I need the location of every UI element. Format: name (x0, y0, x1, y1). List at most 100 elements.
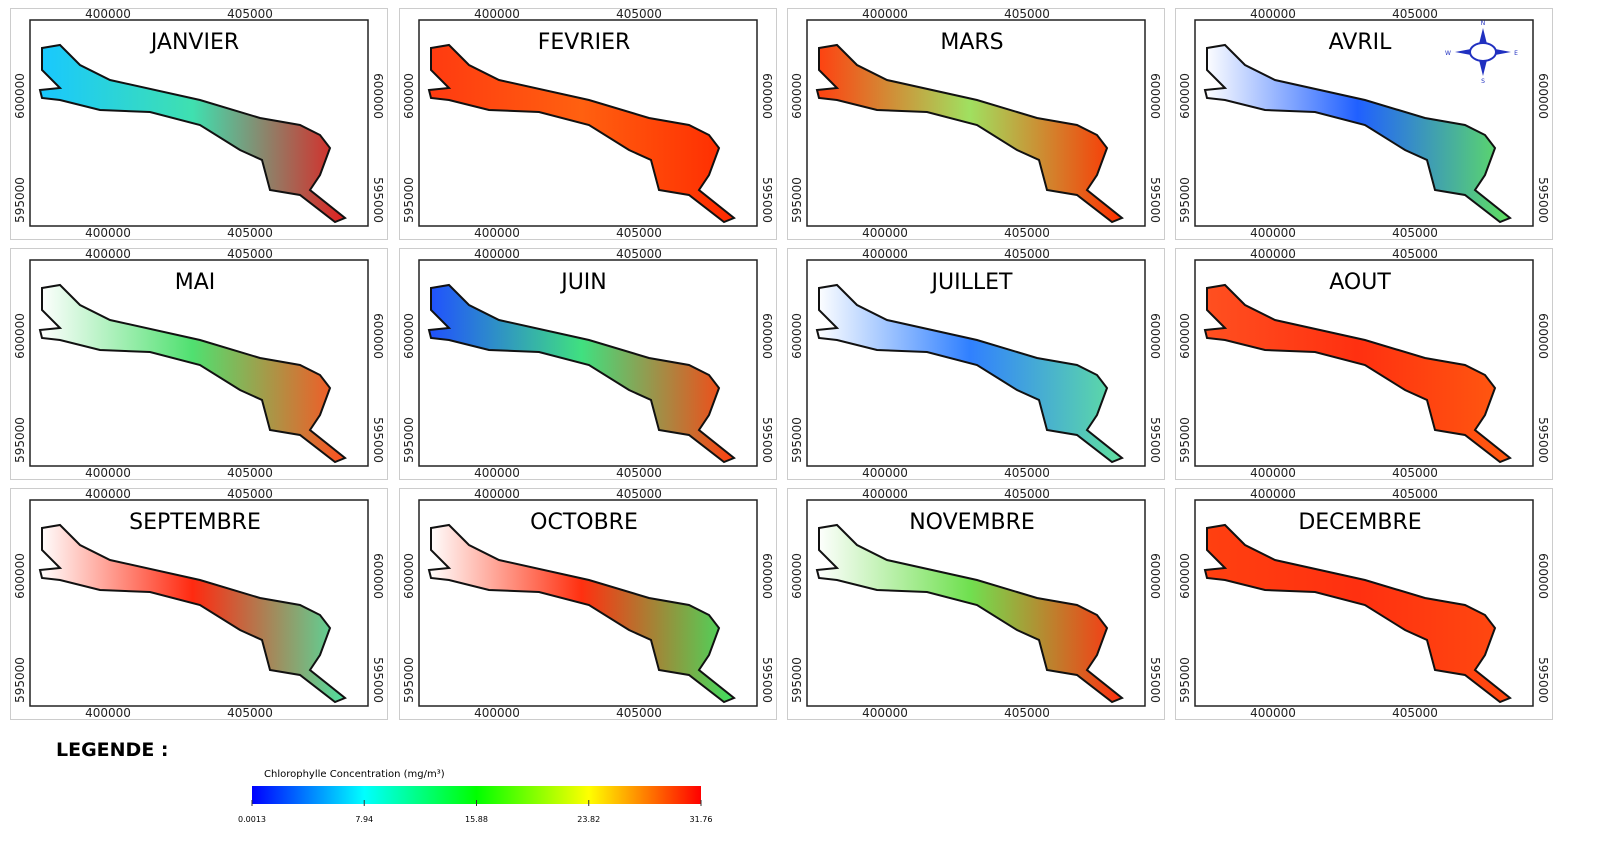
x-tick-label: 405000 (1392, 247, 1438, 261)
estuary (38, 283, 347, 464)
x-tick-label: 405000 (227, 706, 273, 720)
x-tick-label: 405000 (227, 7, 273, 21)
x-tick-label: 405000 (1392, 706, 1438, 720)
map-panel: JUILLET 400000 400000 405000 405000 600000 600… (787, 247, 1165, 480)
y-tick-label: 595000 (790, 177, 804, 223)
map-frame (1194, 259, 1534, 467)
legend-title: Chlorophylle Concentration (mg/m³) (264, 769, 445, 780)
y-tick-label: 600000 (371, 553, 385, 599)
map-frame (1194, 19, 1534, 227)
map-panel: FEVRIER 400000 400000 405000 405000 600000 600… (399, 7, 777, 240)
y-tick-label: 595000 (760, 177, 774, 223)
panel-title: SEPTEMBRE (129, 510, 261, 535)
x-tick-label: 405000 (227, 247, 273, 261)
map-frame (806, 259, 1146, 467)
x-tick-label: 400000 (474, 7, 520, 21)
panel-title: JANVIER (149, 30, 239, 55)
x-tick-label: 405000 (616, 487, 662, 501)
y-tick-label: 595000 (402, 177, 416, 223)
x-tick-label: 405000 (616, 247, 662, 261)
compass-letter: W (1445, 50, 1451, 57)
x-tick-label: 405000 (1392, 226, 1438, 240)
x-tick-label: 405000 (227, 466, 273, 480)
y-tick-label: 600000 (790, 73, 804, 119)
estuary (1203, 283, 1512, 464)
compass: N S E W (1445, 20, 1518, 85)
x-tick-label: 400000 (862, 226, 908, 240)
x-tick-label: 405000 (1392, 466, 1438, 480)
colorbar (252, 786, 701, 804)
x-tick-label: 405000 (616, 226, 662, 240)
x-tick-label: 400000 (862, 247, 908, 261)
x-tick-label: 400000 (474, 706, 520, 720)
x-tick-label: 405000 (616, 7, 662, 21)
x-tick-label: 405000 (1004, 247, 1050, 261)
estuary (427, 523, 736, 704)
y-tick-label: 595000 (1178, 177, 1192, 223)
panel-title: AOUT (1329, 270, 1391, 295)
x-tick-label: 400000 (1250, 487, 1296, 501)
panel-title: MARS (940, 30, 1003, 55)
estuary (38, 43, 347, 224)
map-frame (418, 19, 758, 227)
y-tick-label: 600000 (1148, 73, 1162, 119)
panel-title: MAI (175, 270, 216, 295)
map-frame (1194, 499, 1534, 707)
legend-heading: LEGENDE : (56, 739, 169, 761)
x-tick-label: 400000 (474, 247, 520, 261)
x-tick-label: 400000 (85, 487, 131, 501)
y-tick-label: 595000 (1178, 417, 1192, 463)
panel-title: FEVRIER (538, 30, 631, 55)
map-panel: JUIN 400000 400000 405000 405000 600000 600000… (399, 247, 777, 480)
x-tick-label: 405000 (1392, 7, 1438, 21)
y-tick-label: 600000 (1178, 313, 1192, 359)
y-tick-label: 600000 (402, 73, 416, 119)
compass-letter: S (1481, 78, 1485, 85)
y-tick-label: 600000 (13, 553, 27, 599)
y-tick-label: 595000 (790, 417, 804, 463)
compass-letter: E (1514, 50, 1518, 57)
y-tick-label: 595000 (13, 417, 27, 463)
y-tick-label: 600000 (1148, 553, 1162, 599)
x-tick-label: 400000 (474, 226, 520, 240)
y-tick-label: 600000 (1536, 73, 1550, 119)
panel-title: OCTOBRE (530, 510, 638, 535)
estuary (1203, 43, 1512, 224)
compass-arrows (1455, 28, 1511, 76)
y-tick-label: 595000 (1178, 657, 1192, 703)
y-tick-label: 595000 (371, 417, 385, 463)
x-tick-label: 400000 (85, 466, 131, 480)
x-tick-label: 400000 (85, 226, 131, 240)
x-tick-label: 405000 (616, 706, 662, 720)
y-tick-label: 595000 (1148, 417, 1162, 463)
x-tick-label: 405000 (1004, 706, 1050, 720)
y-tick-label: 595000 (790, 657, 804, 703)
y-tick-label: 600000 (371, 313, 385, 359)
y-tick-label: 595000 (402, 417, 416, 463)
y-tick-label: 600000 (13, 313, 27, 359)
panel-title: AVRIL (1329, 30, 1392, 55)
estuary (427, 43, 736, 224)
colorbar-tick-label: 7.94 (355, 815, 373, 824)
map-frame (29, 259, 369, 467)
y-tick-label: 595000 (371, 177, 385, 223)
panel-title: JUIN (559, 270, 607, 295)
x-tick-label: 400000 (474, 487, 520, 501)
x-tick-label: 400000 (85, 247, 131, 261)
panel-title: JUILLET (930, 270, 1013, 295)
map-panel: OCTOBRE 400000 400000 405000 405000 600000 600… (399, 487, 777, 720)
estuary (1203, 523, 1512, 704)
x-tick-label: 405000 (1004, 7, 1050, 21)
map-frame (29, 499, 369, 707)
y-tick-label: 595000 (402, 657, 416, 703)
map-frame (418, 259, 758, 467)
map-panel: MARS 400000 400000 405000 405000 600000 600000… (787, 7, 1165, 240)
map-frame (806, 19, 1146, 227)
y-tick-label: 595000 (13, 177, 27, 223)
y-tick-label: 600000 (760, 313, 774, 359)
map-panel: JANVIER 400000 400000 405000 405000 600000 600… (10, 7, 388, 240)
map-frame (29, 19, 369, 227)
panel-title: NOVEMBRE (909, 510, 1035, 535)
